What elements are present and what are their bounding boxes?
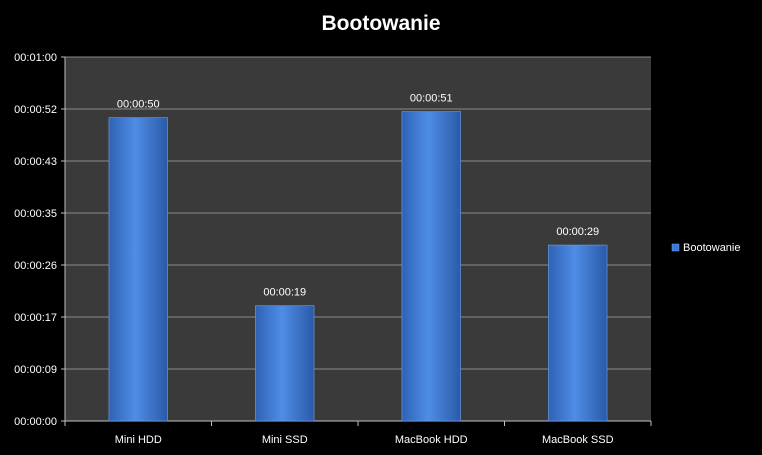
y-tick-label: 00:00:43 — [14, 156, 57, 168]
x-tick-label: Mini SSD — [262, 434, 308, 446]
y-tick-label: 00:00:00 — [14, 416, 57, 428]
y-tick-label: 00:00:26 — [14, 260, 57, 272]
y-tick-label: 00:00:17 — [14, 312, 57, 324]
data-label: 00:00:51 — [410, 93, 453, 105]
bar — [108, 117, 168, 422]
legend-swatch — [671, 243, 680, 252]
bar — [255, 305, 315, 422]
y-tick-label: 00:00:35 — [14, 208, 57, 220]
bar — [401, 111, 461, 422]
bar — [548, 244, 608, 422]
x-tick-label: Mini HDD — [115, 434, 162, 446]
x-tick-label: MacBook HDD — [395, 434, 468, 446]
x-tick-label: MacBook SSD — [542, 434, 614, 446]
legend: Bootowanie — [671, 242, 741, 254]
legend-label: Bootowanie — [683, 242, 741, 254]
y-tick-label: 00:00:52 — [14, 104, 57, 116]
data-label: 00:00:29 — [556, 226, 599, 238]
chart-title: Bootowanie — [321, 12, 441, 35]
y-tick-label: 00:01:00 — [14, 52, 57, 64]
data-label: 00:00:19 — [263, 287, 306, 299]
data-label: 00:00:50 — [117, 99, 160, 111]
y-tick-label: 00:00:09 — [14, 364, 57, 376]
